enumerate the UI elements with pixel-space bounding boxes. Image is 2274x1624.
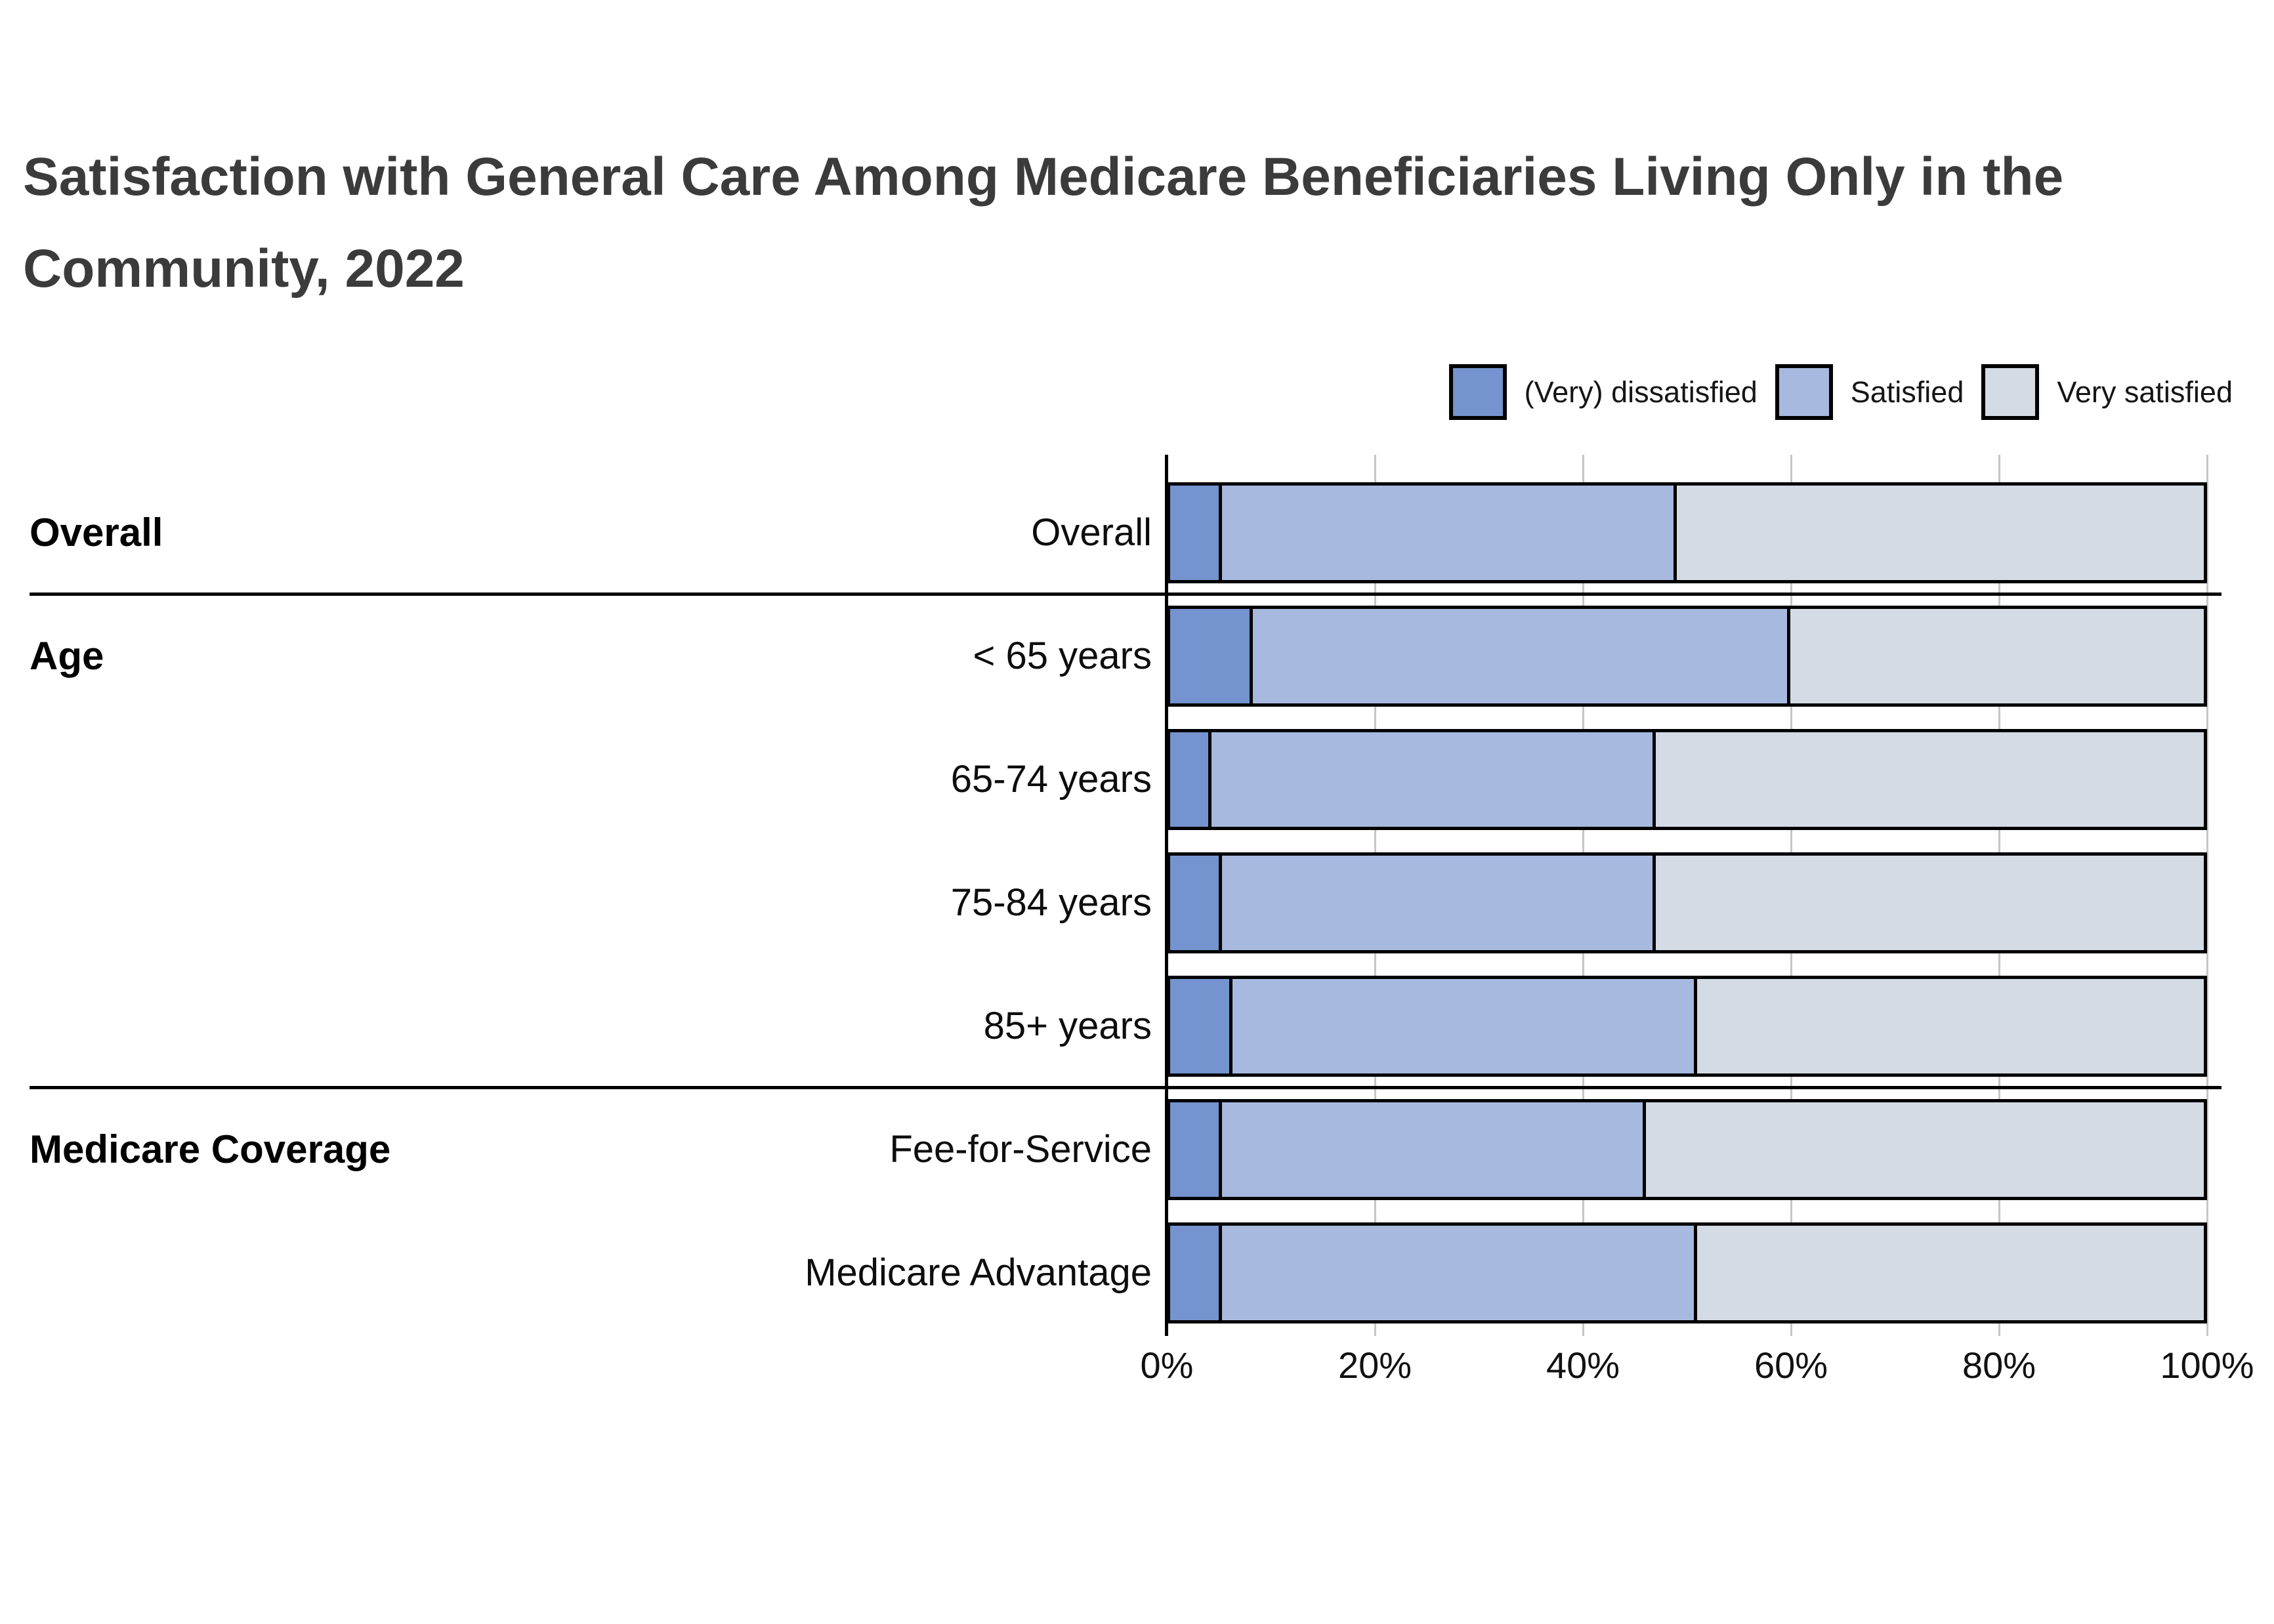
row-label: < 65 years [973,635,1152,677]
chart-title: Satisfaction with General Care Among Med… [23,131,2063,315]
bar-segment-satisfied [1221,856,1656,950]
bar-segment-very-satisfied [1790,609,2204,703]
bar-row [1167,482,2207,583]
separator-line [30,1086,2221,1089]
bar-segment-dissatisfied [1170,486,1222,580]
bar-segment-satisfied [1232,979,1698,1073]
legend-label-very-satisfied: Very satisfied [2057,375,2233,409]
bar-row [1167,729,2207,830]
x-tick-label: 0% [1140,1344,1194,1386]
row-label: Medicare Advantage [805,1251,1152,1294]
bar-segment-satisfied [1221,1226,1698,1320]
chart-title-line1: Satisfaction with General Care Among Med… [23,147,2064,207]
bar-segment-dissatisfied [1170,1102,1222,1197]
row-label: Fee-for-Service [889,1128,1152,1171]
legend-swatch-dissatisfied [1448,364,1507,420]
x-tick-label: 60% [1754,1344,1828,1386]
legend-label-dissatisfied: (Very) dissatisfied [1524,375,1758,409]
bar-segment-dissatisfied [1170,609,1253,703]
x-tick-label: 40% [1546,1344,1620,1386]
x-tick-label: 100% [2160,1344,2254,1386]
group-label: Medicare Coverage [30,1127,391,1171]
bar-segment-dissatisfied [1170,979,1232,1073]
bar-segment-dissatisfied [1170,732,1211,827]
x-tick-label: 80% [1962,1344,2036,1386]
bar-segment-very-satisfied [1656,732,2204,827]
bar-segment-dissatisfied [1170,856,1222,950]
bar-segment-satisfied [1211,732,1656,827]
bar-segment-very-satisfied [1697,1226,2204,1320]
bar-segment-dissatisfied [1170,1226,1222,1320]
legend-swatch-very-satisfied [1981,364,2040,420]
row-label: Overall [1031,511,1152,554]
bar-segment-satisfied [1221,1102,1646,1197]
row-label: 65-74 years [950,758,1152,801]
row-label: 85+ years [983,1005,1152,1047]
x-axis-line [1165,455,1168,1336]
chart-title-line2: Community, 2022 [23,239,465,299]
bar-row [1167,976,2207,1077]
legend: (Very) dissatisfied Satisfied Very satis… [1448,364,2233,420]
row-label: 75-84 years [950,881,1152,924]
x-tick-label: 20% [1337,1344,1412,1386]
legend-label-satisfied: Satisfied [1850,375,1964,409]
bar-row [1167,852,2207,953]
bar-row [1167,1222,2207,1323]
bar-row [1167,606,2207,707]
bar-segment-satisfied [1253,609,1790,703]
bar-segment-very-satisfied [1645,1102,2204,1197]
bar-row [1167,1099,2207,1200]
separator-line [30,593,2221,596]
bar-segment-very-satisfied [1697,979,2204,1073]
gridline [2206,455,2208,1336]
bar-segment-satisfied [1221,486,1677,580]
legend-swatch-satisfied [1775,364,1833,420]
bar-segment-very-satisfied [1676,486,2204,580]
group-label: Overall [30,510,163,554]
group-label: Age [30,634,104,678]
bar-segment-very-satisfied [1656,856,2204,950]
